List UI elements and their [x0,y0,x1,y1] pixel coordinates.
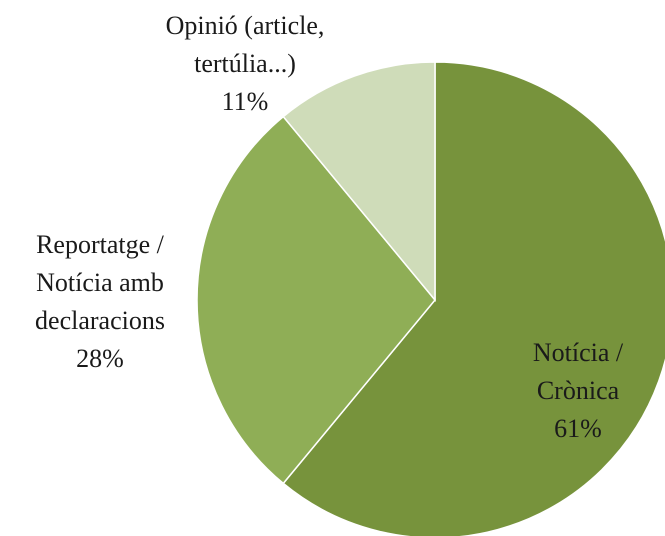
pie-slice [196,115,436,485]
value-label: 28% [76,344,124,373]
slice-label: declaracions [35,306,165,335]
pie-slice [282,61,436,303]
value-label: 61% [554,414,602,443]
slice-label: Notícia amb [36,268,164,297]
value-label: 11% [222,87,269,116]
slice-label: Opinió (article, [166,11,325,40]
slice-label: Reportatge / [36,230,165,259]
pie-slice [282,61,665,536]
slice-label: Notícia / [533,338,624,367]
slice-label: Crònica [537,376,620,405]
slice-label: tertúlia...) [194,49,296,78]
